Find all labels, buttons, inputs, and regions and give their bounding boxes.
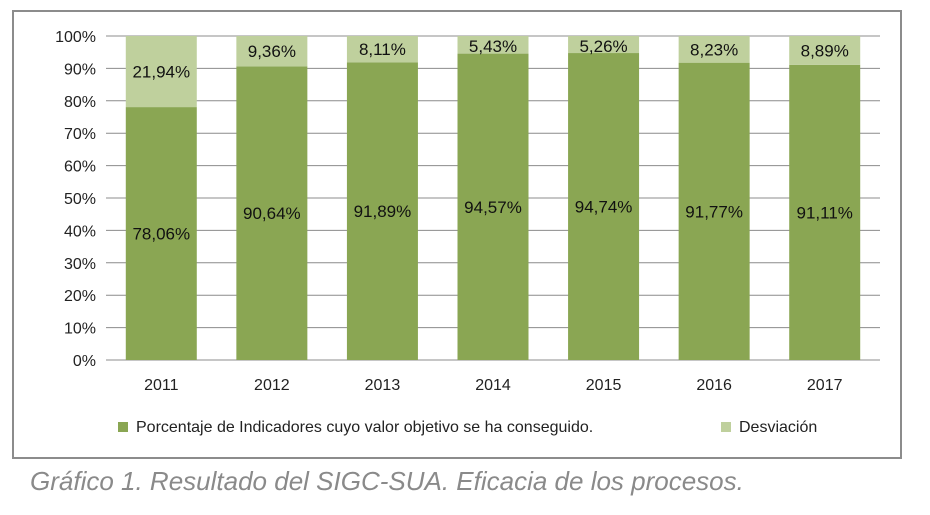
legend-label-achieved: Porcentaje de Indicadores cuyo valor obj…: [136, 419, 593, 436]
bar-deviation: [568, 36, 640, 54]
y-tick-label: 50%: [64, 191, 96, 208]
x-tick-label: 2012: [254, 377, 290, 394]
y-tick-label: 60%: [64, 159, 96, 176]
bar-deviation: [346, 36, 418, 63]
data-label-achieved: 94,57%: [464, 198, 522, 217]
figure-caption: Gráfico 1. Resultado del SIGC-SUA. Efica…: [30, 466, 744, 496]
bar-achieved: [457, 53, 529, 360]
x-tick-label: 2011: [144, 377, 179, 394]
data-label-deviation: 9,36%: [248, 42, 296, 61]
x-tick-label: 2016: [696, 377, 732, 394]
data-label-deviation: 8,23%: [690, 40, 738, 59]
bar-achieved: [568, 53, 640, 361]
bar-deviation: [457, 36, 529, 54]
data-label-achieved: 94,74%: [575, 198, 633, 217]
y-tick-label: 70%: [64, 126, 96, 143]
bar-achieved: [789, 64, 861, 361]
data-label-achieved: 91,89%: [354, 202, 412, 221]
bar-achieved: [236, 66, 308, 360]
data-label-deviation: 8,89%: [801, 41, 849, 60]
x-tick-label: 2013: [365, 377, 401, 394]
bar-deviation: [125, 36, 197, 108]
bar-achieved: [125, 107, 197, 360]
legend-swatch-achieved: [118, 422, 128, 432]
data-label-deviation: 21,94%: [132, 63, 190, 82]
stacked-bar-chart: 0% 10% 20% 30% 40% 50% 60% 70% 80% 90% 100% 78,06% 2…: [55, 29, 880, 436]
data-label-deviation: 5,43%: [469, 37, 517, 56]
data-label-deviation: 8,11%: [359, 40, 406, 59]
data-label-achieved: 78,06%: [132, 225, 190, 244]
data-label-achieved: 91,11%: [797, 203, 853, 222]
y-tick-label: 0%: [73, 353, 96, 370]
chart-frame: 0% 10% 20% 30% 40% 50% 60% 70% 80% 90% 100% 78,06% 2…: [12, 10, 902, 459]
y-tick-label: 90%: [64, 61, 96, 78]
y-tick-label: 80%: [64, 94, 96, 111]
data-label-achieved: 91,77%: [685, 202, 743, 221]
y-tick-label: 30%: [64, 256, 96, 273]
x-tick-label: 2015: [586, 377, 622, 394]
legend-label-deviation: Desviación: [739, 419, 817, 436]
x-tick-label: 2014: [475, 377, 511, 394]
bar-achieved: [678, 62, 750, 361]
bar-achieved: [346, 62, 418, 361]
x-tick-label: 2017: [807, 377, 843, 394]
data-label-achieved: 90,64%: [243, 204, 301, 223]
legend-swatch-deviation: [721, 422, 731, 432]
bar-deviation: [789, 36, 861, 65]
y-tick-label: 100%: [55, 29, 96, 46]
y-tick-label: 20%: [64, 288, 96, 305]
data-label-deviation: 5,26%: [579, 37, 627, 56]
y-tick-label: 40%: [64, 223, 96, 240]
bar-deviation: [678, 36, 750, 63]
y-tick-label: 10%: [64, 321, 96, 338]
bar-deviation: [236, 36, 308, 67]
